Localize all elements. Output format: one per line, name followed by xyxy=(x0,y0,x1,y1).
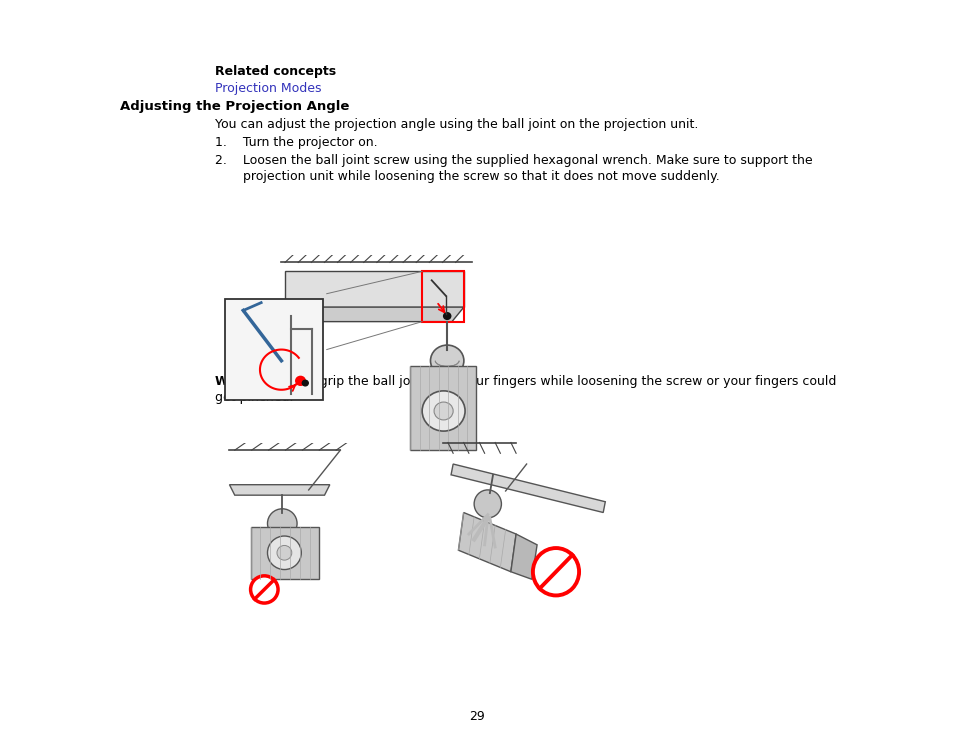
Circle shape xyxy=(267,536,301,570)
Text: You can adjust the projection angle using the ball joint on the projection unit.: You can adjust the projection angle usin… xyxy=(214,118,698,131)
Text: Related concepts: Related concepts xyxy=(214,65,335,78)
Text: Warning:: Warning: xyxy=(214,375,278,388)
Circle shape xyxy=(421,391,464,431)
Text: Do not grip the ball joint with your fingers while loosening the screw or your f: Do not grip the ball joint with your fin… xyxy=(270,375,836,388)
Text: Adjusting the Projection Angle: Adjusting the Projection Angle xyxy=(120,100,349,113)
Bar xyxy=(410,366,476,450)
Circle shape xyxy=(251,576,277,603)
Text: Projection Modes: Projection Modes xyxy=(214,82,321,95)
Circle shape xyxy=(295,376,305,385)
FancyBboxPatch shape xyxy=(225,300,323,400)
Circle shape xyxy=(434,402,453,420)
Polygon shape xyxy=(285,272,463,307)
Circle shape xyxy=(443,313,450,320)
Text: 29: 29 xyxy=(469,710,484,723)
Circle shape xyxy=(430,345,463,376)
Circle shape xyxy=(276,545,292,560)
Polygon shape xyxy=(230,485,330,495)
Polygon shape xyxy=(251,527,319,579)
Circle shape xyxy=(302,380,308,386)
Circle shape xyxy=(474,490,501,518)
Circle shape xyxy=(533,548,578,596)
Polygon shape xyxy=(285,307,463,322)
Text: 1.    Turn the projector on.: 1. Turn the projector on. xyxy=(214,136,377,149)
Text: get pinched.: get pinched. xyxy=(214,391,294,404)
Text: 2.    Loosen the ball joint screw using the supplied hexagonal wrench. Make sure: 2. Loosen the ball joint screw using the… xyxy=(214,154,812,167)
Polygon shape xyxy=(457,512,516,572)
Polygon shape xyxy=(511,534,537,579)
Bar xyxy=(421,272,463,322)
Polygon shape xyxy=(451,464,604,512)
Text: projection unit while loosening the screw so that it does not move suddenly.: projection unit while loosening the scre… xyxy=(243,170,719,183)
Circle shape xyxy=(267,508,296,538)
